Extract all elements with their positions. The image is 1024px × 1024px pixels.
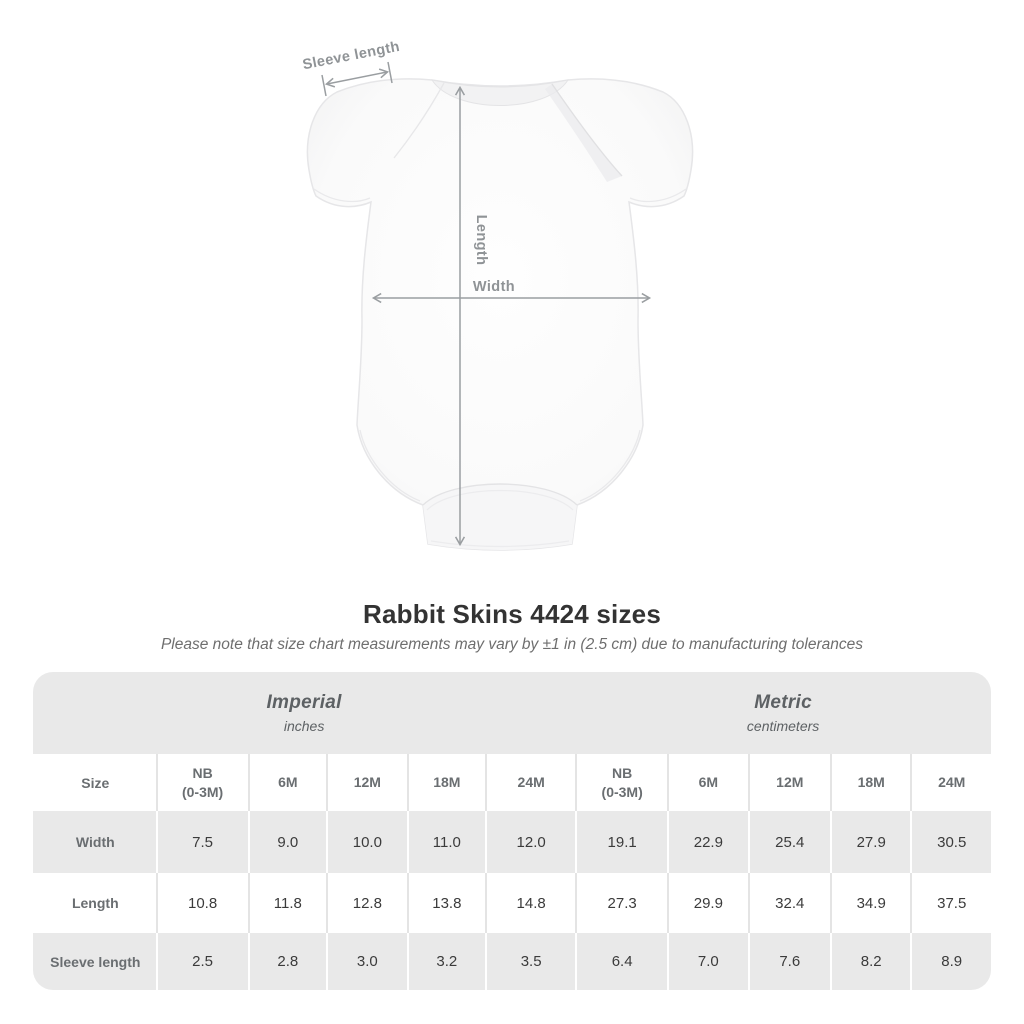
value-cell: 30.5 (910, 811, 991, 873)
value-cell: 3.0 (326, 933, 407, 990)
col-header-cell: 12M (326, 754, 407, 811)
value-cell: 27.3 (575, 873, 668, 933)
value-cell: 10.0 (326, 811, 407, 873)
value-cell: 29.9 (667, 873, 748, 933)
value-cell: 3.5 (485, 933, 576, 990)
value-cell: 14.8 (485, 873, 576, 933)
value-cell: 7.0 (667, 933, 748, 990)
value-cell: 22.9 (667, 811, 748, 873)
value-cell: 27.9 (829, 811, 911, 873)
col-header-cell: NB (0-3M) (575, 754, 668, 811)
col-header-cell: 24M (910, 754, 991, 811)
imperial-group-header: Imperial inches (33, 672, 576, 754)
value-cell: 9.0 (247, 811, 327, 873)
row-label-cell: Length (33, 873, 156, 933)
metric-label: Metric (754, 692, 812, 713)
value-cell: 8.2 (829, 933, 911, 990)
length-row: Length 10.8 11.8 12.8 13.8 14.8 27.3 29.… (33, 873, 991, 933)
onesie-illustration (306, 78, 694, 551)
tolerance-note: Please note that size chart measurements… (160, 636, 864, 653)
value-cell: 7.6 (747, 933, 830, 990)
value-cell: 19.1 (575, 811, 668, 873)
value-cell: 6.4 (575, 933, 668, 990)
col-header-cell: NB (0-3M) (155, 754, 248, 811)
row-label-cell: Width (33, 811, 156, 873)
value-cell: 11.8 (247, 873, 327, 933)
width-row: Width 7.5 9.0 10.0 11.0 12.0 19.1 22.9 2… (33, 811, 991, 873)
col-header-cell: 6M (247, 754, 327, 811)
value-cell: 2.5 (155, 933, 248, 990)
value-cell: 7.5 (155, 811, 248, 873)
value-cell: 3.2 (406, 933, 486, 990)
size-chart-card: Imperial inches Metric centimeters Size … (33, 672, 991, 990)
value-cell: 2.8 (247, 933, 327, 990)
length-label: Length (473, 215, 489, 266)
col-header-cell: 24M (485, 754, 576, 811)
value-cell: 34.9 (829, 873, 911, 933)
value-cell: 11.0 (406, 811, 486, 873)
value-cell: 12.8 (326, 873, 407, 933)
metric-unit: centimeters (746, 718, 820, 734)
metric-group-header: Metric centimeters (575, 672, 991, 754)
col-header-cell: 18M (406, 754, 486, 811)
page-title: Rabbit Skins 4424 sizes (363, 599, 661, 629)
sleeve-length-row: Sleeve length 2.5 2.8 3.0 3.2 3.5 6.4 7.… (33, 933, 991, 990)
snap-flap (423, 484, 577, 550)
row-label-cell: Sleeve length (33, 933, 156, 990)
unit-group-row: Imperial inches Metric centimeters (33, 672, 991, 754)
size-chart-table: Imperial inches Metric centimeters Size … (33, 672, 991, 990)
value-cell: 13.8 (406, 873, 486, 933)
size-header-row: Size NB (0-3M) 6M 12M 18M 24M NB (0-3M) … (33, 754, 991, 811)
value-cell: 32.4 (747, 873, 830, 933)
sleeve-length-arrow (321, 61, 393, 97)
col-header-cell: 12M (747, 754, 830, 811)
value-cell: 12.0 (485, 811, 576, 873)
col-header-cell: 18M (829, 754, 911, 811)
size-corner-cell: Size (33, 754, 156, 811)
onesie-diagram-svg: Sleeve length Length Width (301, 39, 694, 551)
sleeve-length-label: Sleeve length (301, 39, 401, 74)
width-label: Width (473, 279, 515, 295)
value-cell: 25.4 (747, 811, 830, 873)
size-diagram: Sleeve length Length Width (301, 39, 694, 551)
value-cell: 8.9 (910, 933, 991, 990)
value-cell: 10.8 (155, 873, 248, 933)
imperial-label: Imperial (266, 692, 342, 713)
imperial-unit: inches (283, 718, 325, 734)
col-header-cell: 6M (667, 754, 748, 811)
value-cell: 37.5 (910, 873, 991, 933)
